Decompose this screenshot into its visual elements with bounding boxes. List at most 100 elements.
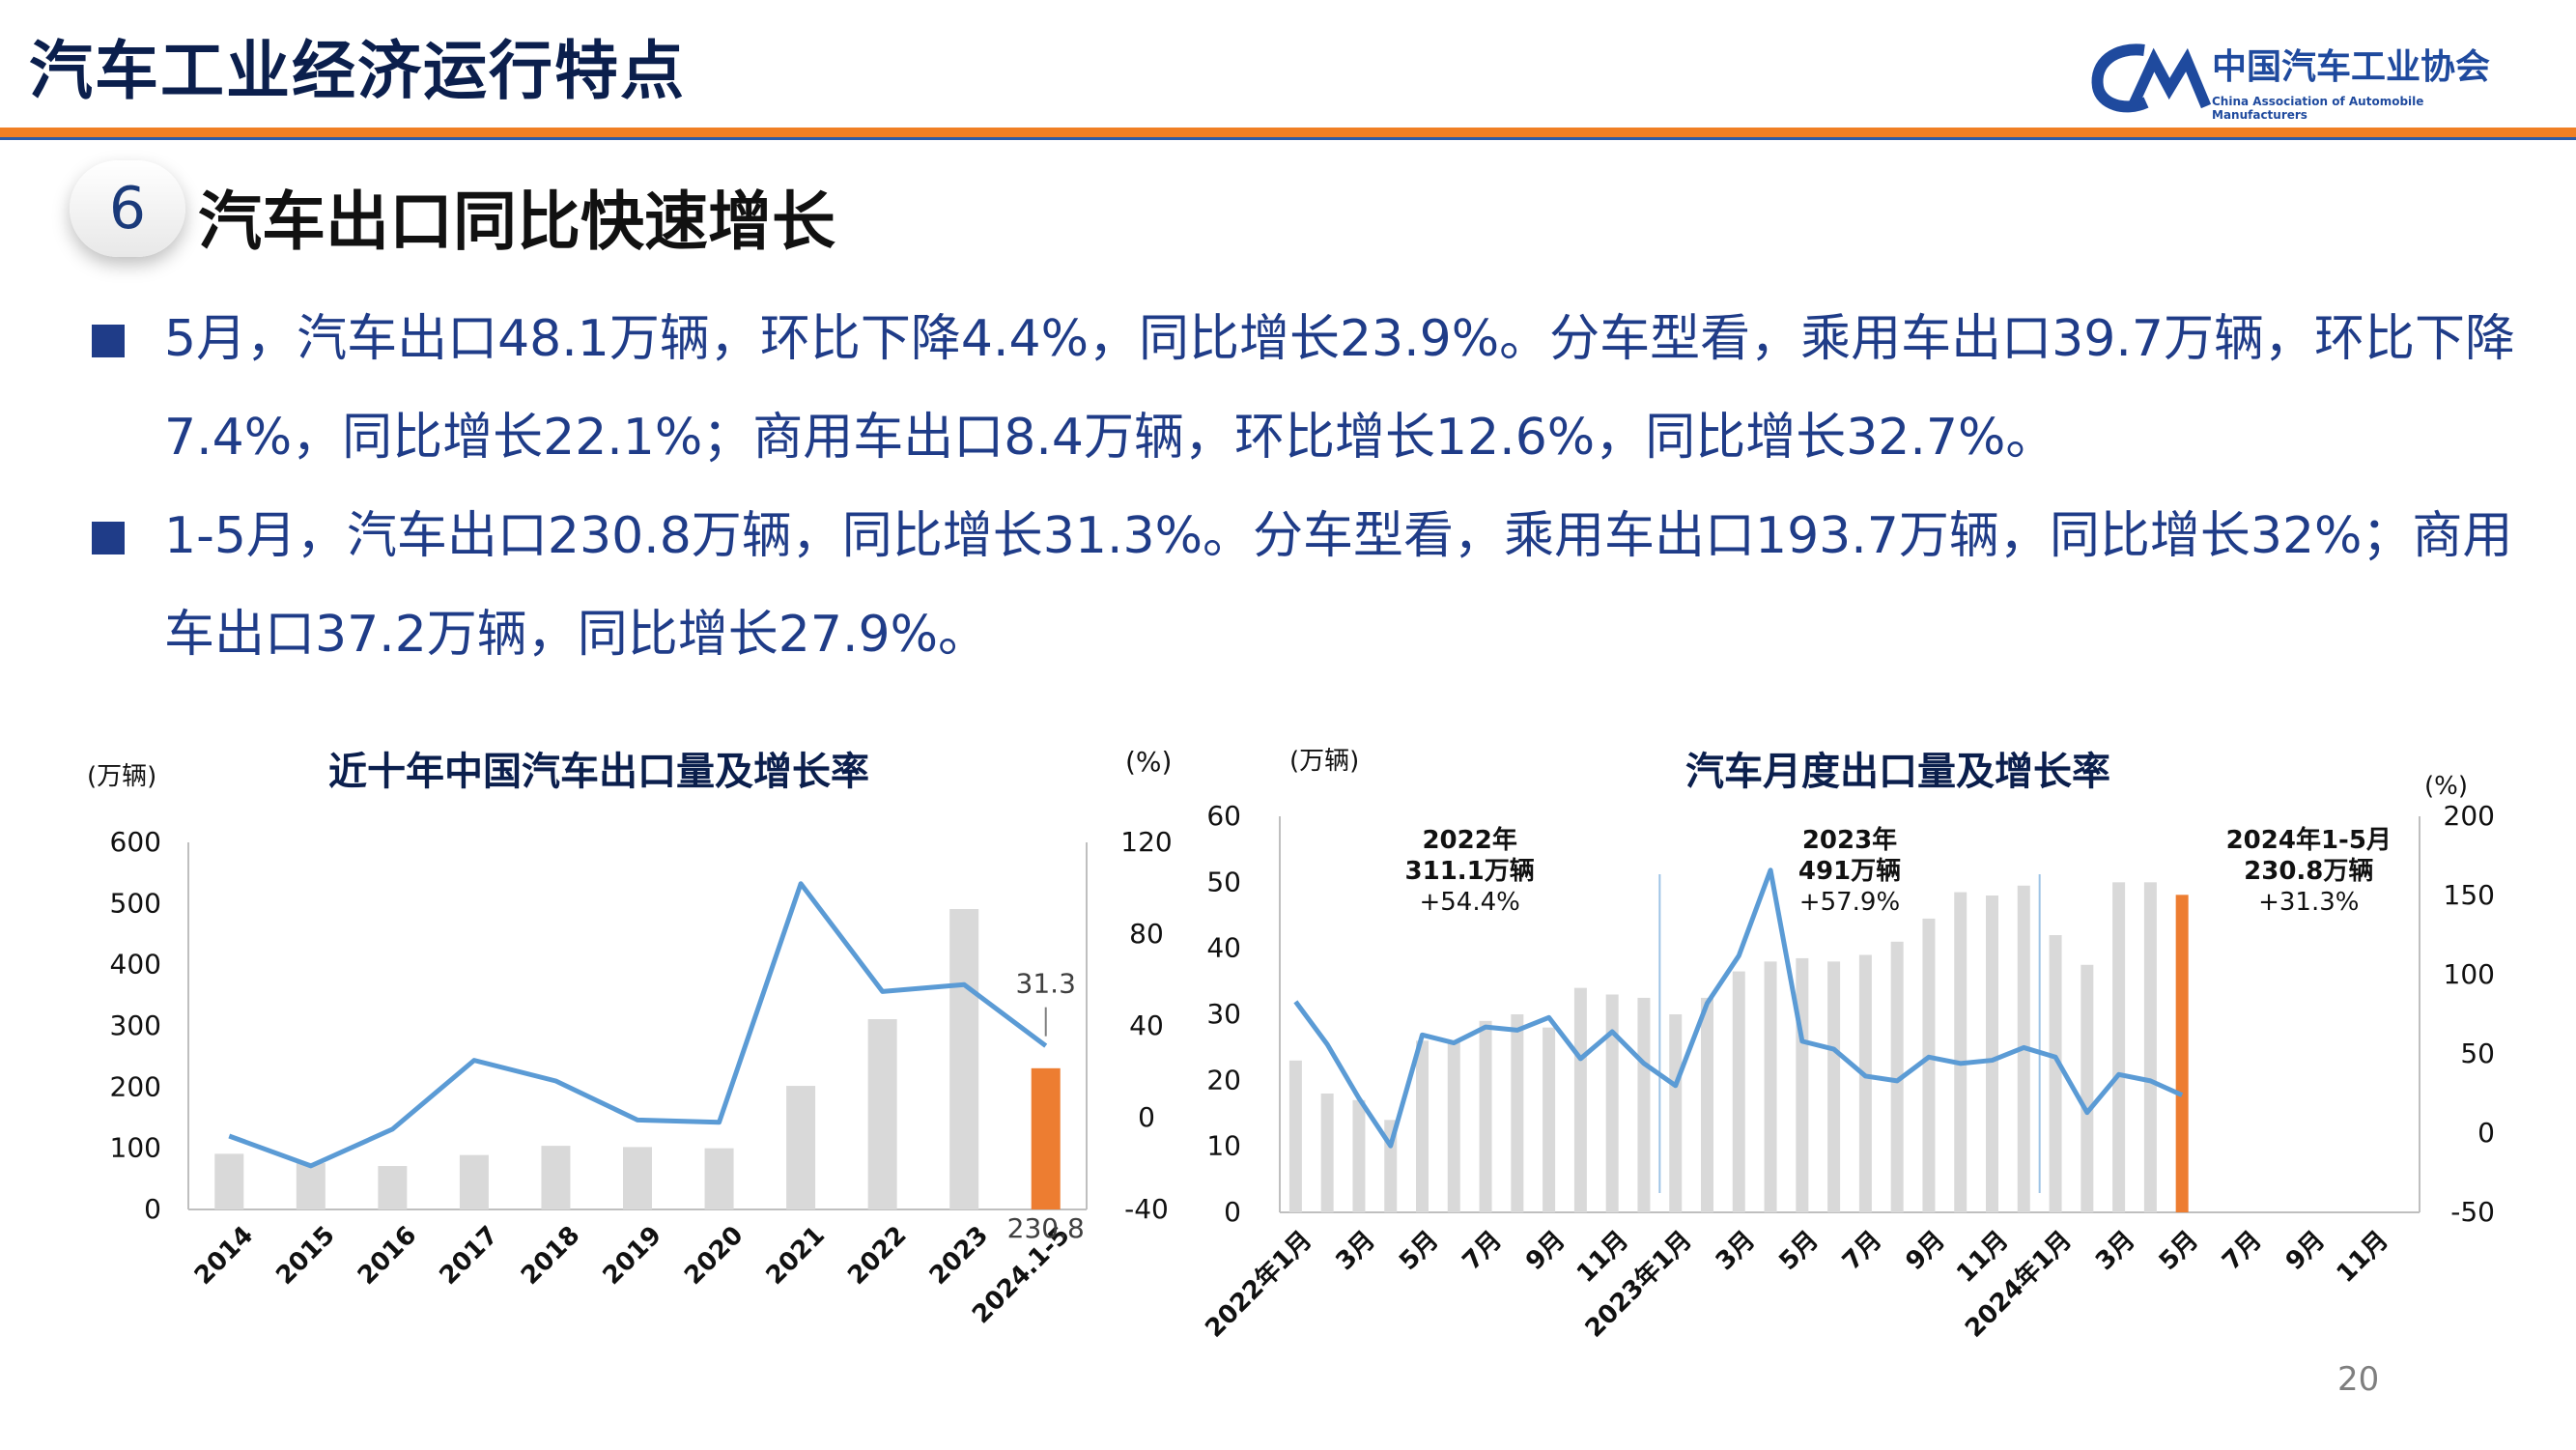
annotation-title: 2024年1-5月 (2226, 825, 2392, 855)
chart-title: 汽车月度出口量及增长率 (1685, 750, 2110, 794)
x-tick-label: 3月 (1331, 1226, 1381, 1276)
annual-export-chart: 近十年中国汽车出口量及增长率 (万辆) (%) 6005004003002001… (87, 746, 1173, 1329)
bar (2143, 882, 2157, 1212)
bar (1827, 961, 1841, 1212)
bar-data-label: 230.8 (1007, 1212, 1085, 1244)
bar (1511, 1014, 1524, 1212)
y2-tick-label: 120 (1120, 826, 1172, 858)
annotation-volume: 311.1万辆 (1405, 857, 1535, 886)
bar (214, 1153, 244, 1209)
bar (1669, 1014, 1683, 1212)
x-tick-label: 2021 (761, 1221, 831, 1291)
bar (786, 1086, 816, 1209)
bar (1605, 994, 1619, 1212)
y2-tick-label: 150 (2444, 879, 2495, 911)
y-tick-label: 500 (110, 887, 161, 919)
y2-tick-label: -50 (2450, 1196, 2495, 1228)
x-tick-label: 2017 (434, 1221, 503, 1291)
y-tick-label: 0 (1224, 1196, 1241, 1228)
bar (1352, 1099, 1366, 1212)
y2-tick-label: 40 (1129, 1009, 1164, 1041)
bullet-square-icon (92, 522, 125, 554)
page-number: 20 (2337, 1360, 2380, 1399)
x-tick-label: 7月 (1837, 1226, 1887, 1276)
bar (1954, 892, 1967, 1212)
line-data-label: 31.3 (1016, 968, 1076, 1000)
bar (1573, 987, 1587, 1212)
bar (1922, 918, 1936, 1212)
y2-tick-label: 100 (2444, 958, 2495, 990)
annotation-volume: 491万辆 (1798, 857, 1901, 886)
bar (1764, 961, 1777, 1212)
logo-en-text: China Association of Automobile Manufact… (2212, 95, 2424, 122)
y-tick-label: 100 (110, 1132, 161, 1164)
bullet-item: 5月，汽车出口48.1万辆，环比下降4.4%，同比增长23.9%。分车型看，乘用… (92, 290, 2526, 487)
bullet-text: 5月，汽车出口48.1万辆，环比下降4.4%，同比增长23.9%。分车型看，乘用… (164, 310, 2515, 467)
x-tick-label: 2015 (270, 1221, 340, 1291)
bar (459, 1154, 489, 1209)
header-rule-blue (0, 137, 2576, 140)
bar (296, 1162, 326, 1209)
y2-axis-unit-label: (%) (1125, 746, 1172, 778)
x-tick-label: 2023 (924, 1221, 994, 1291)
bar (1416, 1040, 1429, 1212)
bullet-item: 1-5月，汽车出口230.8万辆，同比增长31.3%。分车型看，乘用车出口193… (92, 487, 2526, 684)
bullet-text: 1-5月，汽车出口230.8万辆，同比增长31.3%。分车型看，乘用车出口193… (164, 507, 2513, 664)
bar (2049, 935, 2062, 1212)
bar (1796, 957, 1809, 1212)
y-tick-label: 300 (110, 1009, 161, 1041)
x-tick-label: 2018 (516, 1221, 585, 1291)
x-tick-label: 2020 (679, 1221, 749, 1291)
bar (867, 1019, 897, 1209)
annotation-growth: +57.9% (1799, 888, 1900, 917)
x-tick-label: 2016 (353, 1221, 422, 1291)
y-tick-label: 60 (1206, 800, 1241, 832)
y-axis-unit-label: (万辆) (1289, 747, 1359, 776)
y2-tick-label: 200 (2444, 800, 2495, 832)
x-tick-label: 11月 (2332, 1226, 2394, 1289)
bar (704, 1148, 734, 1209)
y-tick-label: 10 (1206, 1130, 1241, 1162)
bar (2175, 895, 2189, 1212)
header-rule-orange (0, 128, 2576, 137)
bar (1031, 1067, 1061, 1209)
y2-axis-unit-label: (%) (2424, 772, 2468, 801)
bar (2081, 964, 2094, 1212)
y2-tick-label: -40 (1124, 1193, 1169, 1225)
x-tick-label: 5月 (2154, 1226, 2204, 1276)
x-tick-label: 2014 (189, 1221, 259, 1291)
bar (623, 1147, 652, 1209)
x-tick-label: 9月 (1520, 1226, 1571, 1276)
chart-title: 近十年中国汽车出口量及增长率 (328, 750, 869, 794)
bar (1986, 896, 1998, 1212)
bar (2112, 882, 2126, 1212)
y2-tick-label: 0 (1138, 1101, 1155, 1133)
bar (541, 1146, 571, 1209)
annotation-title: 2022年 (1422, 825, 1516, 855)
y2-tick-label: 0 (2477, 1117, 2495, 1149)
x-tick-label: 5月 (1773, 1226, 1824, 1276)
bar (1543, 1027, 1556, 1212)
annotation-growth: +54.4% (1419, 888, 1519, 917)
annotation-volume: 230.8万辆 (2244, 857, 2373, 886)
annotation-title: 2023年 (1802, 825, 1897, 855)
y2-tick-label: 80 (1129, 918, 1164, 950)
bar (1890, 941, 1904, 1212)
y2-tick-label: 50 (2460, 1038, 2495, 1069)
caam-logo: 中国汽车工业协会 China Association of Automobile… (2086, 39, 2511, 126)
bar (1732, 971, 1745, 1212)
bar (1637, 997, 1651, 1212)
x-tick-label: 9月 (1901, 1226, 1951, 1276)
bar (1701, 997, 1713, 1212)
bullet-square-icon (92, 325, 125, 357)
section-title: 汽车出口同比快速增长 (198, 185, 835, 259)
y-tick-label: 30 (1206, 998, 1241, 1030)
caam-logo-icon (2091, 43, 2212, 113)
bar (1858, 954, 1872, 1212)
section-number-badge: 6 (70, 160, 185, 257)
x-tick-label: 2019 (598, 1221, 667, 1291)
logo-cn-text: 中国汽车工业协会 (2212, 47, 2491, 87)
x-tick-label: 3月 (2090, 1226, 2140, 1276)
x-tick-label: 3月 (1711, 1226, 1761, 1276)
y-tick-label: 600 (110, 826, 161, 858)
